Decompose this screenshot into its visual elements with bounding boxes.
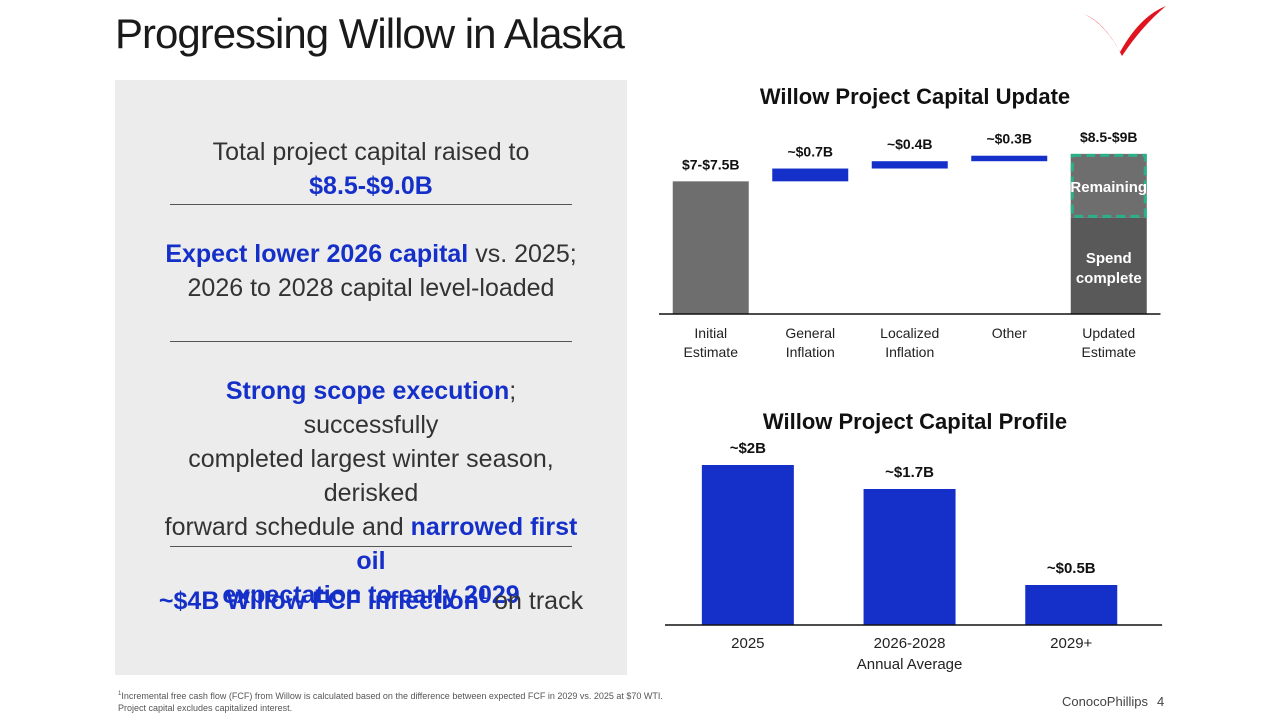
brand-name: ConocoPhillips <box>1062 694 1148 709</box>
point-text: completed largest winter season, deriske… <box>188 445 554 507</box>
point-highlight: ~$4B Willow FCF inflection <box>158 587 479 615</box>
point-scope-execution: Strong scope execution; successfully com… <box>155 374 587 612</box>
bar-remaining <box>1070 153 1147 218</box>
point-highlight: Strong scope execution <box>225 377 510 405</box>
point-lower-capital: Expect lower 2026 capital vs. 2025; 2026… <box>155 237 587 305</box>
point-highlight: expectation to early 2029 <box>222 581 520 609</box>
page-number: 4 <box>1157 694 1165 709</box>
data-label: ~$0.5B <box>1047 560 1096 577</box>
page-title: Progressing Willow in Alaska <box>115 10 625 57</box>
data-label: ~$0.4B <box>887 136 933 152</box>
x-tick-label: Annual Average <box>857 656 963 673</box>
x-tick-label: Inflation <box>885 344 934 360</box>
capital-profile-chart: ~$2B 2025 ~$1.7B 2026-2028 Annual Average ~$0… <box>665 440 1163 673</box>
x-tick-label: Other <box>992 325 1027 341</box>
footnote: 1Incremental free cash flow (FCF) from W… <box>118 688 663 714</box>
x-tick-label: 2025 <box>731 635 764 652</box>
point-text: forward schedule and <box>164 513 411 541</box>
point-text: Total project capital raised to <box>212 138 530 166</box>
data-label: $8.5-$9B <box>1080 129 1138 145</box>
divider <box>170 546 572 547</box>
point-highlight: Expect lower 2026 capital <box>165 240 469 268</box>
data-label: ~$2B <box>730 440 766 457</box>
data-label: ~$1.7B <box>885 464 934 481</box>
remaining-dashed-outline <box>1070 153 1147 218</box>
segment-label-remaining: Remaining <box>1070 179 1147 196</box>
segment-label-spend-complete: Spend <box>1086 250 1132 267</box>
key-points-panel: Total project capital raised to $8.5-$9.… <box>115 80 627 675</box>
bar <box>1025 585 1118 625</box>
data-label: ~$0.7B <box>787 144 833 160</box>
point-highlight: $8.5-$9.0B <box>309 172 433 200</box>
x-tick-label: Updated <box>1082 325 1135 341</box>
x-tick-label: 2026-2028 <box>874 635 946 652</box>
data-label: ~$0.3B <box>986 131 1032 147</box>
bar-increment <box>971 155 1048 162</box>
point-text: on track <box>487 587 584 615</box>
point-text: 2026 to 2028 capital level-loaded <box>187 274 555 302</box>
bar <box>863 489 956 625</box>
x-tick-label: Estimate <box>1082 344 1137 360</box>
footnote-marker: 1 <box>478 586 488 603</box>
capital-profile-chart-title: Willow Project Capital Profile <box>762 409 1068 434</box>
footnote-line: Project capital excludes capitalized int… <box>118 703 293 713</box>
x-tick-label: 2029+ <box>1050 635 1092 652</box>
bar-increment <box>871 161 948 169</box>
footnote-line: Incremental free cash flow (FCF) from Wi… <box>121 691 663 701</box>
capital-update-chart-title: Willow Project Capital Update <box>759 84 1071 109</box>
divider <box>170 341 572 342</box>
bar-initial-estimate <box>672 181 749 314</box>
capital-update-chart: $7-$7.5B Initial Estimate ~$0.7B General Infl… <box>659 129 1161 360</box>
x-tick-label: Localized <box>880 325 939 341</box>
segment-label-spend-complete: complete <box>1076 270 1142 287</box>
bar <box>701 465 794 625</box>
data-label: $7-$7.5B <box>682 156 740 172</box>
x-tick-label: Estimate <box>684 344 739 360</box>
bar-spend-complete <box>1070 217 1147 314</box>
point-text: vs. 2025; <box>468 240 577 268</box>
point-fcf-inflection: ~$4B Willow FCF inflection1 on track <box>155 578 587 618</box>
footnote-marker: 1 <box>118 691 122 697</box>
point-total-capital: Total project capital raised to $8.5-$9.… <box>155 135 587 203</box>
conocophillips-logo <box>1084 6 1166 56</box>
x-tick-label: Initial <box>694 325 727 341</box>
bar-increment <box>772 168 849 182</box>
divider <box>170 204 572 205</box>
x-tick-label: General <box>785 325 835 341</box>
point-highlight: narrowed first oil <box>356 513 578 575</box>
point-text: ; successfully <box>303 377 517 439</box>
x-tick-label: Inflation <box>786 344 835 360</box>
